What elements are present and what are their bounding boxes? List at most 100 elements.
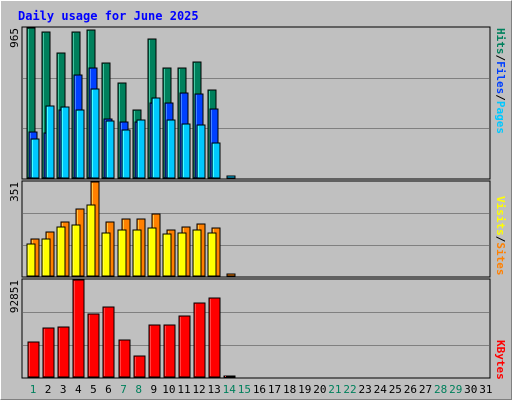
kbytes-bar — [178, 315, 191, 378]
kbytes-bar — [193, 302, 206, 378]
hits-legend: Hits/Files/Pages — [494, 28, 507, 134]
pages-bar-day-2 — [45, 105, 55, 179]
pages-bar-day-12 — [196, 124, 206, 179]
pages-bar — [151, 97, 161, 179]
pages-bar — [196, 124, 206, 179]
x-tick-label-day-12: 12 — [192, 383, 205, 396]
pages-bar — [166, 119, 176, 179]
x-tick-label-day-13: 13 — [208, 383, 221, 396]
legend-kbytes: KBytes — [494, 340, 507, 380]
pages-bar-day-5 — [90, 88, 100, 179]
sites-bar-day-3 — [56, 226, 66, 277]
x-tick-label-day-22: 22 — [343, 383, 356, 396]
visits-legend: Visits/Sites — [494, 196, 507, 276]
x-tick-label-day-17: 17 — [268, 383, 281, 396]
kbytes-bar — [72, 279, 85, 378]
x-tick-label-day-3: 3 — [60, 383, 67, 396]
sites-bar-day-9 — [147, 227, 157, 277]
sites-bar — [71, 224, 81, 277]
x-tick-label-day-10: 10 — [162, 383, 175, 396]
sites-bar-day-2 — [41, 238, 51, 277]
pages-bar — [181, 123, 191, 179]
x-tick-label-day-21: 21 — [328, 383, 341, 396]
pages-bar-day-13 — [211, 142, 221, 179]
pages-bar — [226, 175, 236, 179]
kbytes-bar — [42, 327, 55, 378]
legend-sep: / — [494, 236, 507, 243]
visits-max-label: 351 — [8, 182, 21, 202]
x-tick-label-day-16: 16 — [253, 383, 266, 396]
kbytes-bar-day-11 — [178, 315, 191, 378]
legend-pages: Pages — [494, 101, 507, 134]
sites-bar-day-4 — [71, 224, 81, 277]
x-tick-label-day-6: 6 — [105, 383, 112, 396]
kbytes-bar-day-10 — [163, 324, 176, 378]
pages-bar-day-4 — [75, 109, 85, 179]
chart-title: Daily usage for June 2025 — [18, 9, 199, 23]
kbytes-bar — [223, 375, 236, 378]
grid-lines — [23, 78, 489, 346]
x-tick-label-day-7: 7 — [120, 383, 127, 396]
sites-bar-day-7 — [117, 229, 127, 277]
legend-sep: / — [494, 94, 507, 101]
kbytes-bar — [133, 355, 146, 378]
sites-bar-day-8 — [132, 229, 142, 277]
legend-sep: / — [494, 55, 507, 62]
sites-bar — [192, 229, 202, 277]
sites-bar-day-5 — [86, 204, 96, 277]
sites-bar — [56, 226, 66, 277]
sites-bar-day-1 — [26, 243, 36, 277]
kbytes-bar-day-12 — [193, 302, 206, 378]
pages-bar — [136, 119, 146, 179]
pages-bar — [90, 88, 100, 179]
x-tick-label-day-15: 15 — [238, 383, 251, 396]
x-tick-label-day-14: 14 — [223, 383, 237, 396]
kbytes-bar-day-4 — [72, 279, 85, 378]
kbytes-bar-day-2 — [42, 327, 55, 378]
kbytes-bar-day-6 — [102, 306, 115, 378]
kbytes-bar-day-5 — [87, 313, 100, 378]
visits-panel — [21, 180, 491, 278]
kbytes-panel — [21, 278, 491, 379]
kbytes-bar — [163, 324, 176, 378]
sites-bar — [147, 227, 157, 277]
sites-bar-day-10 — [162, 233, 172, 277]
pages-bar — [121, 129, 131, 179]
legend-hits: Hits — [494, 28, 507, 55]
pages-bar — [75, 109, 85, 179]
x-tick-label-day-23: 23 — [359, 383, 372, 396]
sites-bar — [162, 233, 172, 277]
pages-bar — [105, 120, 115, 179]
kbytes-bar-day-8 — [133, 355, 146, 378]
sites-bar — [132, 229, 142, 277]
x-tick-label-day-29: 29 — [449, 383, 462, 396]
pages-bar — [45, 105, 55, 179]
sites-bar — [117, 229, 127, 277]
sites-bar — [41, 238, 51, 277]
kbytes-bar-day-13 — [208, 297, 221, 378]
x-tick-label-day-18: 18 — [283, 383, 296, 396]
kbytes-bar-day-7 — [118, 339, 131, 378]
x-tick-label-day-9: 9 — [150, 383, 157, 396]
kbytes-bar — [208, 297, 221, 378]
x-tick-label-day-8: 8 — [135, 383, 142, 396]
x-tick-label-day-25: 25 — [389, 383, 402, 396]
x-tick-label-day-4: 4 — [75, 383, 82, 396]
hits-panel — [21, 26, 491, 180]
sites-bar — [86, 204, 96, 277]
kbytes-bar-day-14 — [223, 375, 236, 378]
kbytes-bar — [57, 326, 70, 378]
pages-bar-day-7 — [121, 129, 131, 179]
kbytes-bar — [87, 313, 100, 378]
sites-bar — [207, 232, 217, 277]
legend-visits: Visits — [494, 196, 507, 236]
x-tick-label-day-5: 5 — [90, 383, 97, 396]
kbytes-legend: KBytes — [494, 340, 507, 380]
visits-bar — [226, 273, 236, 277]
kbytes-max-label: 92851 — [8, 280, 21, 313]
x-tick-label-day-20: 20 — [313, 383, 326, 396]
sites-bar-day-6 — [101, 232, 111, 277]
sites-bar-day-12 — [192, 229, 202, 277]
x-tick-label-day-1: 1 — [30, 383, 37, 396]
